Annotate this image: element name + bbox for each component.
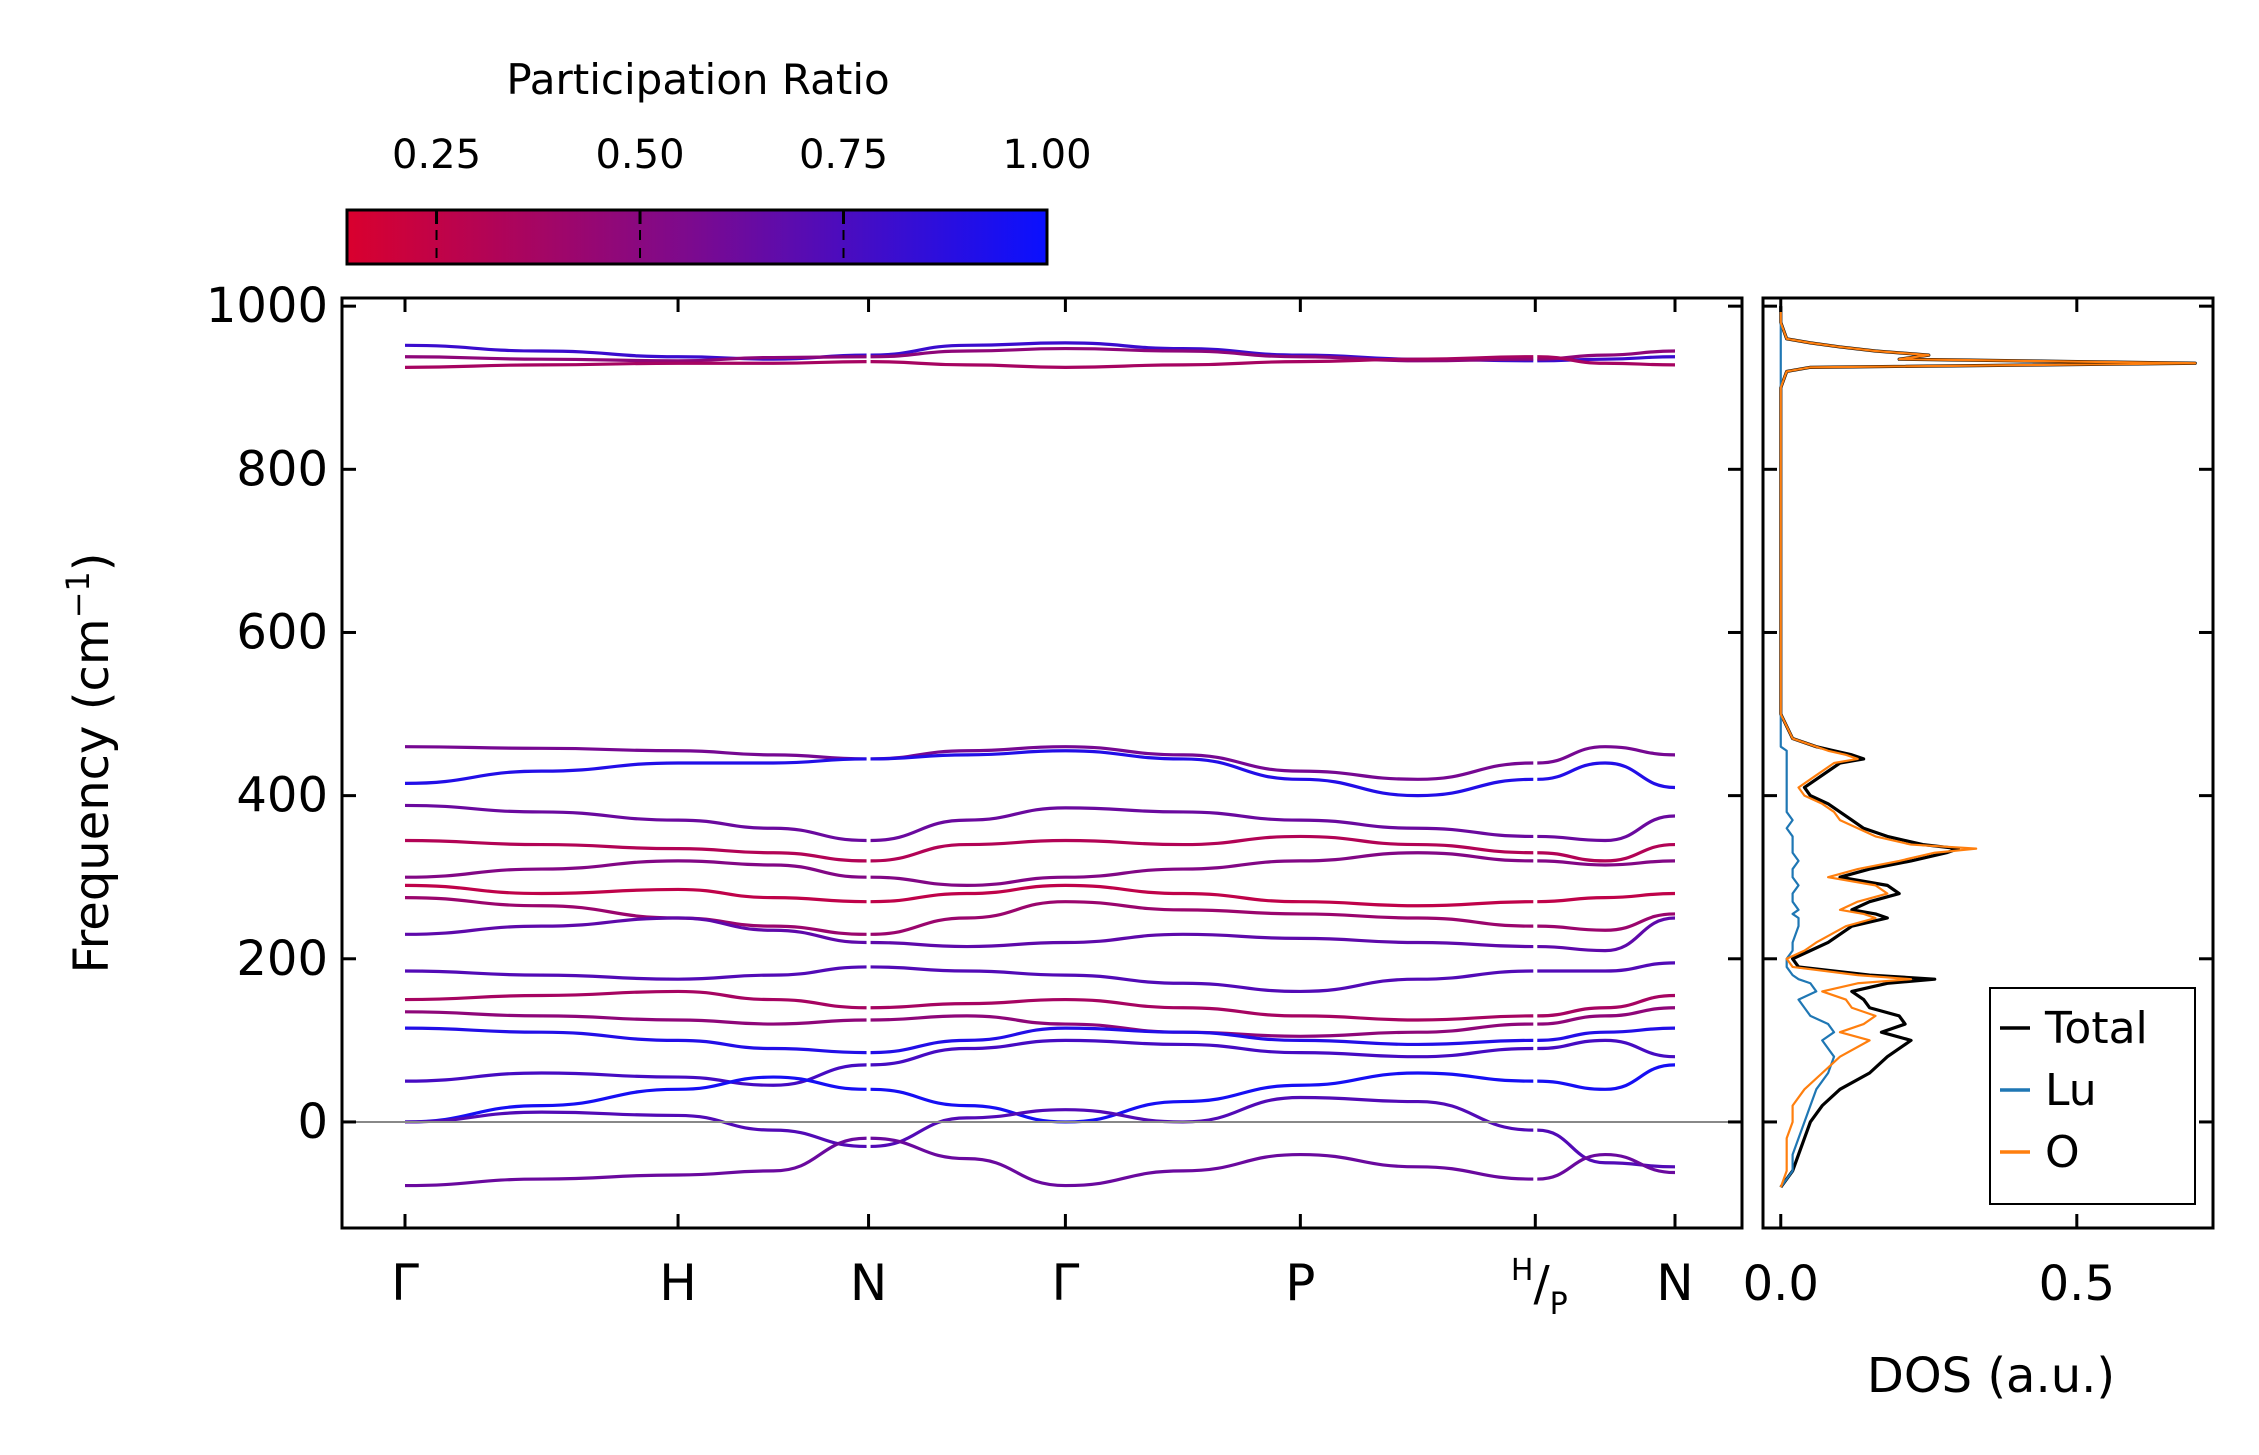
dispersion-branch: [870, 1038, 1534, 1067]
dispersion-branch: [1537, 859, 1676, 867]
dos-x-tick-label: 0.0: [1743, 1256, 1819, 1312]
dispersion-branch: [404, 745, 867, 761]
dispersion-branch: [404, 1110, 867, 1149]
dos-x-axis-label: DOS (a.u.): [1867, 1348, 2115, 1404]
dispersion-branch: [1537, 1063, 1676, 1091]
dispersion-branch: [1537, 912, 1676, 932]
dispersion-branch: [870, 997, 1534, 1022]
dispersion-frame: [340, 296, 1744, 1230]
dispersion-branch: [1537, 745, 1676, 765]
dispersion-panel: 0 200 400 600 800 1000 Γ H N Γ P H/P N Frequency (c…: [59, 278, 2213, 1322]
dispersion-branch: [1537, 355, 1676, 367]
dispersion-branch: [1537, 1152, 1676, 1181]
dos-line-lu: [1779, 306, 1836, 1188]
dispersion-branch: [870, 355, 1534, 369]
dispersion-branch: [870, 749, 1534, 798]
y-tick-label: 800: [236, 441, 328, 497]
legend-label: O: [2045, 1127, 2080, 1178]
dispersion-branch: [870, 834, 1534, 863]
dispersion-branch: [870, 1026, 1534, 1055]
kpoint-label: Γ: [1051, 1254, 1079, 1312]
dispersion-branch: [404, 1026, 867, 1055]
dos-legend: Total Lu O: [1989, 987, 2196, 1205]
dispersion-branch: [1537, 761, 1676, 790]
dos-x-tick-label: 0.5: [2039, 1256, 2115, 1312]
colorbar-tick-label: 0.75: [799, 132, 888, 178]
dispersion-branch: [1537, 814, 1676, 843]
y-tick-label: 400: [236, 768, 328, 824]
dispersion-branch: [404, 838, 867, 863]
dos-frame: [1761, 296, 2215, 1230]
y-tick-label: 200: [236, 931, 328, 987]
kpoint-label: H/P: [1511, 1253, 1568, 1322]
dos-line-o: [1779, 306, 2197, 1188]
kpoint-label: N: [850, 1254, 887, 1312]
legend-box: [1989, 987, 2196, 1205]
dispersion-branch: [870, 1071, 1534, 1124]
dispersion-branch: [404, 360, 867, 369]
colorbar-tick-label: 0.25: [392, 132, 481, 178]
dispersion-branch: [404, 989, 867, 1010]
dispersion-branch: [1537, 916, 1676, 953]
colorbar-title: Participation Ratio: [506, 55, 889, 104]
y-tick-label: 600: [236, 604, 328, 660]
colorbar-tick-label: 0.50: [595, 132, 684, 178]
dispersion-branch: [1537, 1026, 1676, 1042]
dispersion-branch: [404, 916, 867, 945]
dispersion-branch: [404, 965, 867, 981]
dispersion-branch: [404, 1136, 867, 1188]
dos-panel: 0.0 0.5 DOS (a.u.) Total Lu O: [1743, 296, 2215, 1404]
dispersion-branch: [1537, 355, 1676, 363]
dispersion-branch: [1537, 1038, 1676, 1059]
dispersion-branch: [870, 346, 1534, 363]
dispersion-branch: [870, 932, 1534, 949]
dispersion-branch: [404, 757, 867, 785]
dispersion-branch: [1537, 1006, 1676, 1026]
kpoint-label: N: [1656, 1254, 1693, 1312]
y-axis-label: Frequency (cm−1): [59, 552, 120, 973]
dispersion-branch: [1537, 961, 1676, 973]
dispersion-branch: [870, 851, 1534, 887]
dispersion-branch: [870, 745, 1534, 781]
dispersion-branch: [1537, 842, 1676, 863]
legend-label: Total: [2044, 1003, 2148, 1054]
dispersion-branch: [870, 965, 1534, 994]
dispersion-branch: [870, 1136, 1534, 1188]
y-tick-label: 0: [297, 1094, 328, 1150]
kpoint-label: P: [1285, 1254, 1315, 1312]
legend-label: Lu: [2045, 1065, 2097, 1116]
kpoint-label: H: [659, 1254, 697, 1312]
y-tick-label: 1000: [206, 278, 328, 334]
dispersion-branch: [404, 1063, 867, 1087]
colorbar-gradient: [345, 208, 1049, 266]
dispersion-branch: [1537, 1128, 1676, 1169]
dispersion-branch: [1537, 891, 1676, 904]
dispersion-branch: [870, 900, 1534, 936]
dispersion-branch: [870, 806, 1534, 843]
dispersion-branch: [870, 883, 1534, 908]
dispersion-branch: [404, 803, 867, 843]
dispersion-branch: [404, 1075, 867, 1124]
dispersion-branch: [404, 355, 867, 363]
dispersion-branch: [404, 1010, 867, 1026]
dispersion-branch: [404, 859, 867, 879]
dispersion-branch: [1537, 993, 1676, 1018]
colorbar-tick-label: 1.00: [1002, 132, 1091, 178]
colorbar: Participation Ratio 0.25 0.50 0.75 1.00: [345, 55, 1092, 266]
kpoint-label: Γ: [391, 1254, 419, 1312]
dispersion-branch: [404, 883, 867, 904]
